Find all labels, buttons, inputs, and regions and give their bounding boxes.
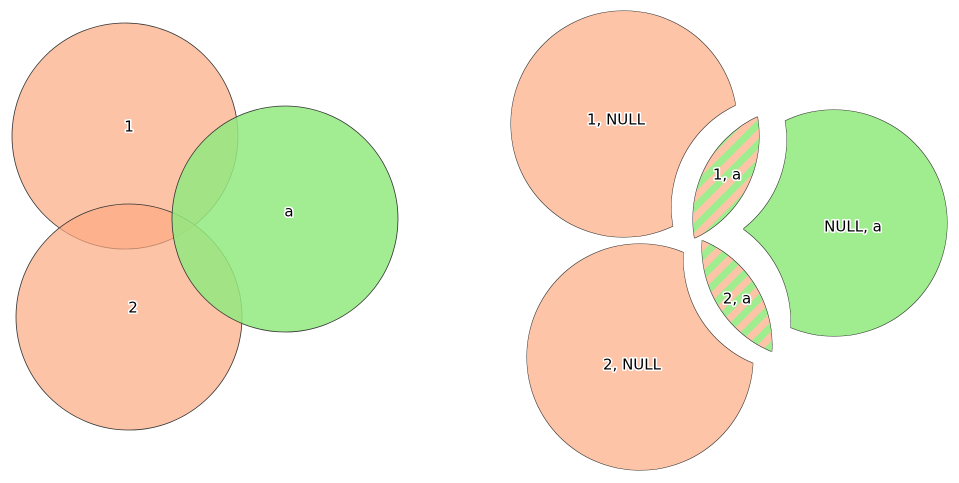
piece-1-null <box>511 11 737 237</box>
polygon-a <box>171 105 399 333</box>
input-layers: 1 2 a <box>11 22 399 431</box>
piece-2-null <box>527 244 753 470</box>
union-result: 1, NULL 1, a 2, a NULL, a 2, NULL <box>511 11 947 470</box>
label-2-null: 2, NULL <box>603 356 662 374</box>
label-1: 1 <box>124 118 134 136</box>
piece-1-a <box>693 106 759 249</box>
label-null-a: NULL, a <box>824 218 882 236</box>
piece-null-a <box>721 110 947 336</box>
label-1-a: 1, a <box>713 166 741 184</box>
label-1-null: 1, NULL <box>587 111 646 129</box>
label-a: a <box>284 203 293 221</box>
piece-2-a <box>702 232 772 360</box>
label-2: 2 <box>128 299 138 317</box>
label-2-a: 2, a <box>723 290 751 308</box>
